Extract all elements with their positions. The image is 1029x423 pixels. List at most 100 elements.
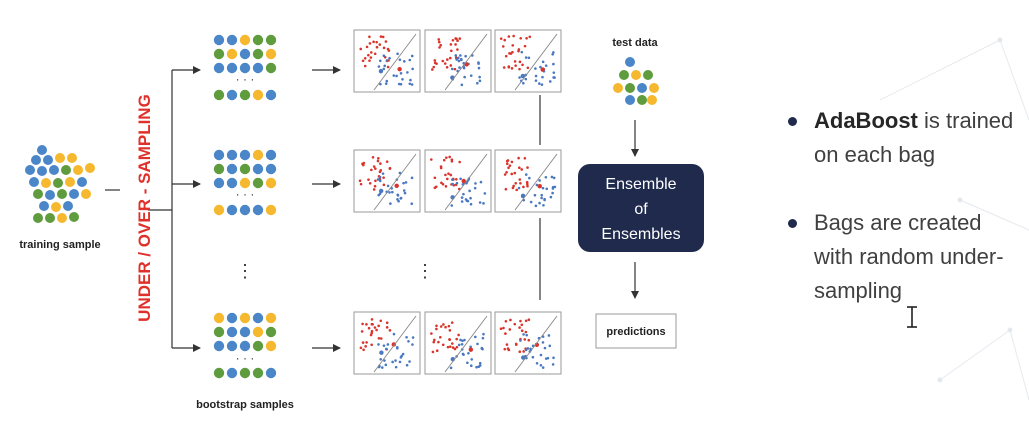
blue-point <box>482 202 485 205</box>
red-point <box>502 326 505 330</box>
blue-point <box>460 83 464 87</box>
blue-point <box>458 66 461 69</box>
red-point <box>376 159 380 163</box>
ensemble-line-3: Ensembles <box>601 226 680 243</box>
blue-point <box>546 356 550 360</box>
red-point <box>451 346 455 349</box>
red-point <box>449 43 453 46</box>
blue-point <box>551 363 555 366</box>
sample-dot <box>213 34 225 46</box>
test-dot <box>649 83 659 93</box>
training-dot <box>33 213 43 223</box>
blue-point <box>520 193 526 199</box>
sample-dot <box>252 48 264 60</box>
red-point <box>524 330 528 334</box>
red-point <box>379 319 383 323</box>
training-dot <box>45 190 55 200</box>
blue-point <box>544 175 548 179</box>
blue-point <box>543 346 547 350</box>
blue-point <box>384 347 388 351</box>
training-sample-cluster <box>25 145 95 223</box>
red-point <box>431 68 434 71</box>
blue-point <box>464 54 467 58</box>
blue-point <box>541 341 545 344</box>
blue-point <box>538 201 541 205</box>
blue-point <box>376 178 380 181</box>
blue-point <box>455 58 458 61</box>
red-point <box>449 64 453 67</box>
blue-point <box>379 357 383 361</box>
red-point <box>373 326 377 329</box>
sample-dot <box>213 48 225 60</box>
red-point <box>363 64 367 68</box>
training-dot <box>37 166 47 176</box>
blue-point <box>454 54 458 57</box>
training-dot <box>57 213 67 223</box>
red-point <box>505 171 508 174</box>
row-ellipsis-1: · · · <box>236 72 255 86</box>
red-point <box>468 347 474 352</box>
bullet-dot-icon <box>788 219 797 228</box>
red-point <box>432 340 436 344</box>
red-point <box>438 46 441 49</box>
red-point <box>379 169 383 172</box>
red-point <box>437 38 441 41</box>
training-dot <box>49 165 59 175</box>
sample-dot <box>239 177 251 189</box>
red-point <box>519 181 522 185</box>
test-dot <box>637 83 647 93</box>
red-point <box>370 318 374 321</box>
blue-point <box>522 333 525 336</box>
sample-dot <box>226 62 238 74</box>
red-point <box>385 326 389 329</box>
blue-point <box>386 184 390 188</box>
blue-point <box>553 185 557 189</box>
red-point <box>439 335 442 339</box>
sample-dot <box>213 89 225 101</box>
red-point <box>437 340 440 344</box>
training-dot <box>77 177 87 187</box>
blue-point <box>553 76 556 79</box>
training-dot <box>37 145 47 155</box>
blue-point <box>552 176 556 180</box>
red-point <box>362 348 365 352</box>
blue-point <box>522 81 525 85</box>
red-point <box>510 67 514 70</box>
blue-point <box>541 186 545 190</box>
red-point <box>377 336 381 340</box>
red-point <box>384 40 388 43</box>
red-point <box>505 343 509 346</box>
blue-point <box>394 359 397 362</box>
sample-dot <box>239 34 251 46</box>
red-point <box>458 37 462 40</box>
red-point <box>435 327 438 331</box>
red-point <box>442 158 446 162</box>
blue-point <box>382 67 386 71</box>
red-point <box>526 166 529 169</box>
red-point <box>456 48 459 51</box>
sample-dot <box>239 367 251 379</box>
training-dot <box>73 165 83 175</box>
red-point <box>511 44 515 47</box>
bootstrap-sample-3 <box>213 312 277 379</box>
red-point <box>450 49 453 53</box>
red-point <box>446 177 449 181</box>
red-point <box>385 160 389 163</box>
red-point <box>519 36 522 40</box>
blue-point <box>519 339 522 342</box>
red-point <box>382 176 385 179</box>
blue-point <box>449 366 453 370</box>
red-point <box>524 319 528 323</box>
red-point <box>445 156 448 159</box>
red-point <box>506 347 510 350</box>
red-point <box>523 338 527 341</box>
blue-point <box>539 65 542 69</box>
red-point <box>385 321 389 325</box>
test-dot <box>643 70 653 80</box>
blue-point <box>386 343 390 346</box>
blue-point <box>385 79 389 83</box>
red-point <box>371 323 374 326</box>
sample-dot <box>213 312 225 324</box>
blue-point <box>399 197 403 200</box>
red-point <box>367 326 371 330</box>
